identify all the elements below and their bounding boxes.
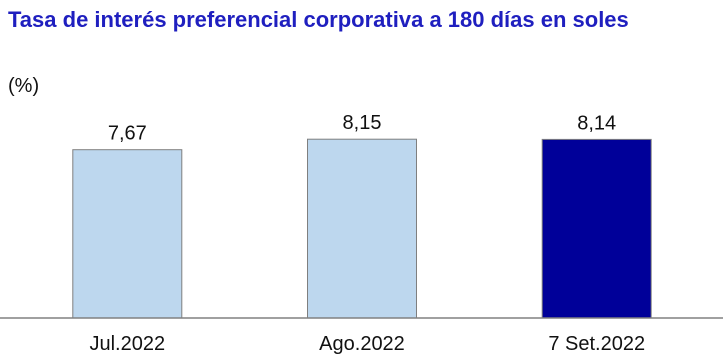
bar-value-label-1: 7,67 bbox=[108, 123, 147, 145]
tick-labels-layer: Jul.2022 Ago.2022 7 Set.2022 bbox=[89, 333, 645, 355]
y-unit-label: (%) bbox=[8, 75, 40, 97]
value-labels-layer: 7,67 8,15 8,14 bbox=[108, 112, 616, 145]
x-tick-label-3: 7 Set.2022 bbox=[548, 333, 645, 355]
x-tick-label-1: Jul.2022 bbox=[89, 333, 165, 355]
chart-title: Tasa de interés preferencial corporativa… bbox=[8, 7, 629, 32]
bars-layer bbox=[72, 138, 652, 319]
bar-value-label-2: 8,15 bbox=[343, 112, 382, 134]
bar-1 bbox=[72, 149, 183, 319]
bar-2 bbox=[307, 138, 417, 319]
bar-value-label-3: 8,14 bbox=[577, 112, 616, 134]
bar-3 bbox=[541, 138, 652, 319]
x-tick-label-2: Ago.2022 bbox=[319, 333, 405, 355]
